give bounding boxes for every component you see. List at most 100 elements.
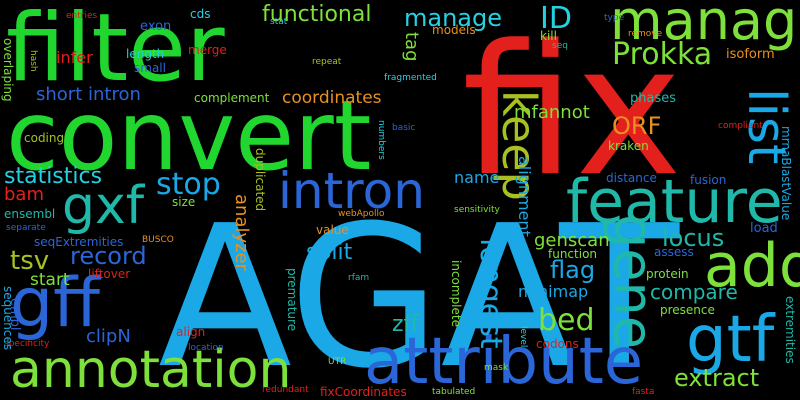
word-annotation: annotation xyxy=(10,340,292,400)
word-genscan: genscan xyxy=(534,230,610,251)
word-coding: coding xyxy=(24,131,65,145)
word-attribute: attribute xyxy=(364,325,644,399)
word-ensembl: ensembl xyxy=(4,207,56,221)
word-fixcoordinates: fixCoordinates xyxy=(320,385,407,399)
word-remove: remove xyxy=(628,29,663,39)
word-kraken: kraken xyxy=(608,139,649,153)
word-fasta: fasta xyxy=(632,387,655,397)
word-load: load xyxy=(750,221,778,236)
word-size: size xyxy=(172,195,196,209)
word-repeat: repeat xyxy=(312,57,342,67)
word-manage-small: manage xyxy=(404,4,503,32)
word-orf: ORF xyxy=(612,112,662,140)
word-location: location xyxy=(188,343,224,353)
word-name: name xyxy=(454,168,500,187)
word-mrnablastvalue: mrnaBlastValue xyxy=(779,126,793,221)
word-phases: phases xyxy=(630,91,677,106)
word-incomplete: incomplete xyxy=(449,260,463,327)
word-redundant: redundant xyxy=(262,385,309,395)
word-record: record xyxy=(70,242,147,270)
word-webapollo: webApollo xyxy=(338,209,385,219)
word-extract: extract xyxy=(674,364,760,392)
word-align: align xyxy=(176,325,206,339)
word-codons: codons xyxy=(536,337,579,351)
word-function: function xyxy=(548,247,598,261)
word-agat: AGAT xyxy=(158,184,680,400)
word-premature: premature xyxy=(285,268,299,332)
word-flag: flag xyxy=(550,256,596,284)
word-alignment: alignment xyxy=(515,156,534,237)
word-sequences: sequences xyxy=(1,286,15,351)
word-convert: convert xyxy=(6,80,372,192)
word-filter: filter xyxy=(6,0,225,103)
word-presence: presence xyxy=(660,303,715,317)
word-start: start xyxy=(30,270,70,290)
word-sensitivity: sensitivity xyxy=(454,205,500,215)
word-assess: assess xyxy=(654,245,694,259)
word-duplicated: duplicated xyxy=(253,148,267,212)
word-longest: longest xyxy=(473,238,508,349)
word-locus: locus xyxy=(662,224,725,252)
word-exon: exon xyxy=(140,19,172,34)
word-prokka: Prokka xyxy=(612,37,713,72)
word-seq: seq xyxy=(552,41,568,51)
word-separate: separate xyxy=(6,223,46,233)
word-busco: BUSCO xyxy=(142,235,174,245)
word-protein: protein xyxy=(646,267,689,281)
word-stop: stop xyxy=(156,167,221,202)
word-analyzer: analyzer xyxy=(231,194,252,272)
word-fragmented: fragmented xyxy=(384,73,437,83)
word-distance: distance xyxy=(606,171,657,185)
word-tsv: tsv xyxy=(10,246,50,276)
word-mfannot: mfannot xyxy=(514,102,590,123)
word-basic: basic xyxy=(392,123,416,133)
word-liftover: liftover xyxy=(88,267,131,281)
word-models: models xyxy=(432,23,476,37)
word-functional: functional xyxy=(262,2,372,27)
word-keep: keep xyxy=(492,90,546,201)
word-compliant: compliant xyxy=(718,121,763,131)
word-merge: merge xyxy=(188,43,227,57)
word-complement: complement xyxy=(194,91,270,105)
word-split: split xyxy=(306,240,353,265)
word-compare: compare xyxy=(650,280,738,304)
word-entries: entries xyxy=(66,11,98,21)
word-extremities: extremities xyxy=(783,296,797,364)
word-rfam: rfam xyxy=(348,273,370,283)
word-tabulated: tabulated xyxy=(432,387,476,397)
word-bam: bam xyxy=(4,184,44,205)
word-stat: stat xyxy=(270,17,288,27)
word-gff: gff xyxy=(10,264,101,343)
word-small: small xyxy=(134,61,166,75)
word-add: add xyxy=(704,231,800,301)
word-fix: fix xyxy=(462,7,682,216)
word-seqextremities: seqExtremities xyxy=(34,235,124,249)
word-fusion: fusion xyxy=(690,173,727,187)
word-value: value xyxy=(316,223,349,237)
word-list: list xyxy=(736,88,796,165)
word-coordinates: coordinates xyxy=(282,88,382,108)
word-gxf: gxf xyxy=(62,176,145,236)
word-isoform: isoform xyxy=(726,47,775,62)
word-numbers: numbers xyxy=(376,120,386,160)
word-utr: UTR xyxy=(328,357,347,367)
word-cds: cds xyxy=(190,7,211,21)
word-minimap: minimap xyxy=(518,282,589,301)
word-clipn: clipN xyxy=(86,326,131,347)
word-length: length xyxy=(126,47,165,61)
word-manage-big: manage xyxy=(610,0,800,52)
word-statistics: statistics xyxy=(4,164,103,189)
word-bed: bed xyxy=(538,303,595,338)
word-embl: embl xyxy=(7,298,22,331)
word-kill: kill xyxy=(540,29,557,43)
word-intron: intron xyxy=(278,162,425,220)
word-tag: tag xyxy=(401,32,422,62)
word-type: type xyxy=(604,13,625,23)
word-overlaping: overlaping xyxy=(1,38,15,102)
word-feature: feature xyxy=(566,167,783,237)
word-id: ID xyxy=(540,1,572,36)
word-hash: hash xyxy=(28,50,38,72)
word-level: level xyxy=(518,326,528,348)
word-gtf: gtf xyxy=(686,303,775,377)
